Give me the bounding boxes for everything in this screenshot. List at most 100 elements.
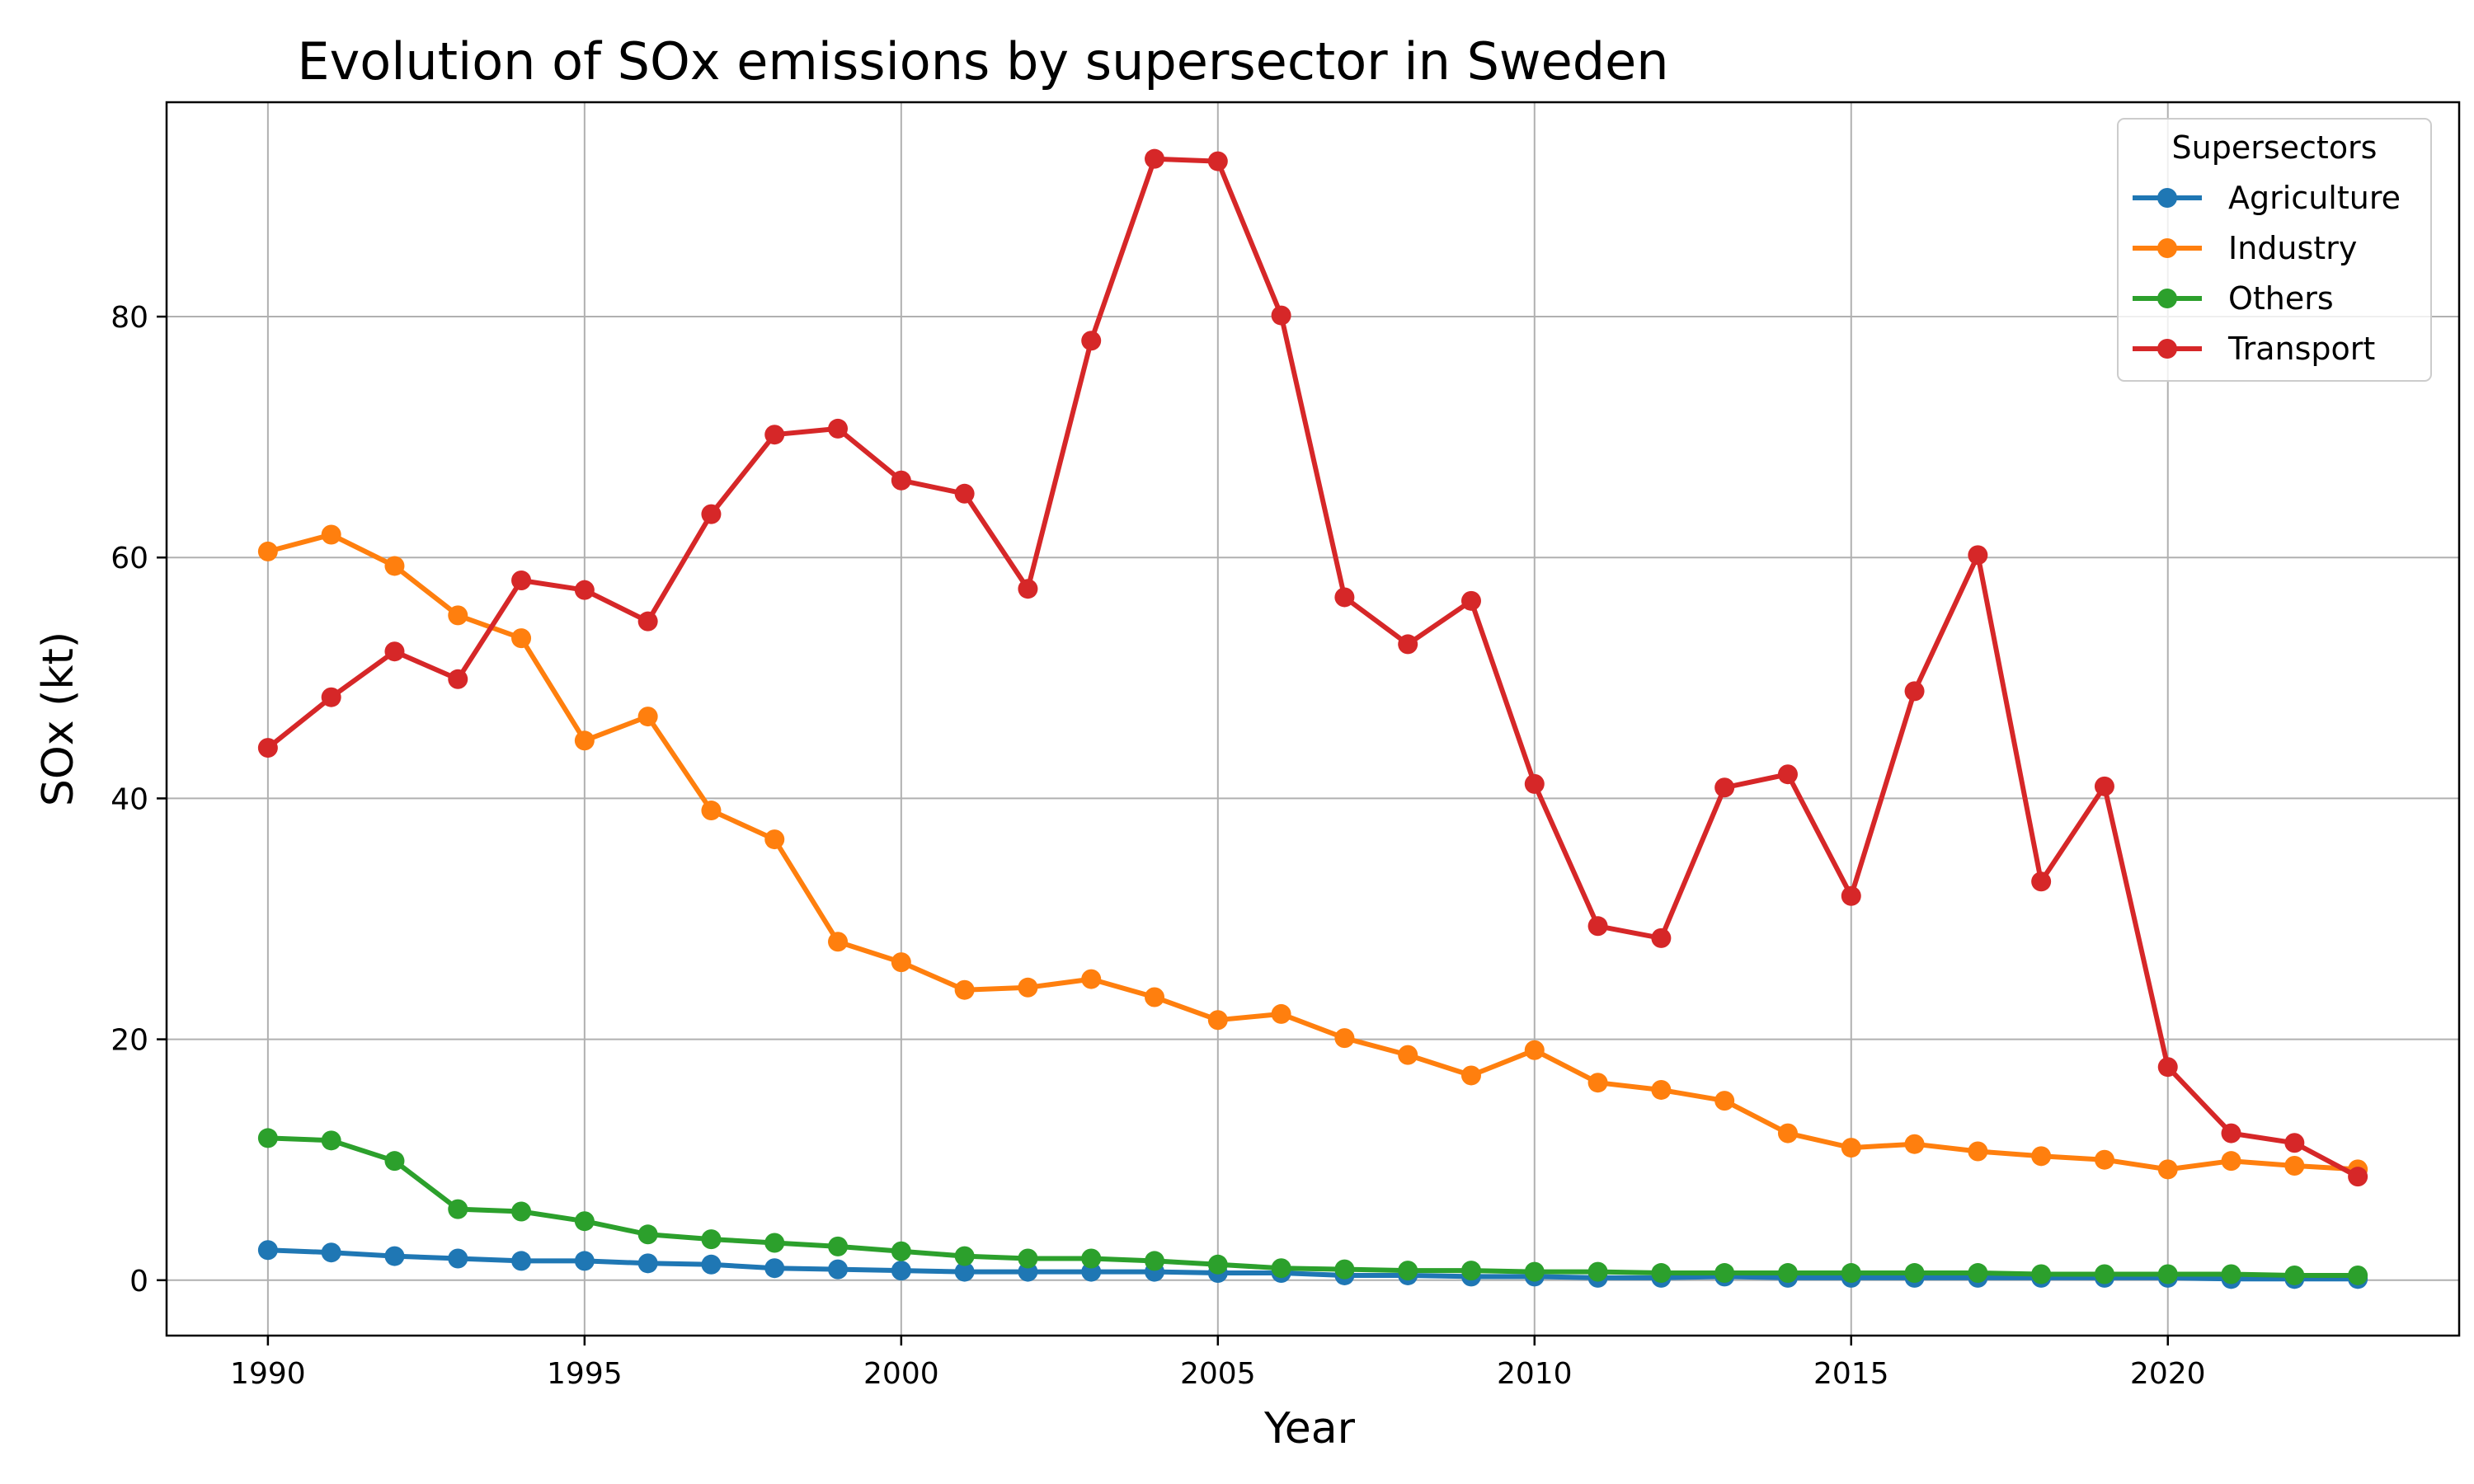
data-point-transport — [2284, 1133, 2305, 1153]
data-point-others — [1081, 1248, 1102, 1269]
legend-item-industry: Industry — [2133, 230, 2357, 266]
legend-frame — [2117, 118, 2432, 382]
data-point-industry — [1714, 1091, 1735, 1111]
data-point-transport — [701, 504, 722, 524]
data-point-others — [954, 1246, 975, 1266]
data-point-industry — [1968, 1141, 1988, 1162]
data-point-industry — [511, 628, 532, 649]
data-point-agriculture — [637, 1253, 658, 1274]
data-point-industry — [2094, 1149, 2114, 1170]
plot-frame — [165, 101, 2461, 1337]
data-point-industry — [637, 707, 658, 727]
y-tick-label: 40 — [111, 782, 148, 816]
data-point-industry — [954, 979, 975, 1000]
x-axis-label: Year — [1263, 1404, 1356, 1453]
legend-label: Industry — [2228, 230, 2357, 266]
data-point-agriculture — [574, 1251, 595, 1271]
legend-swatch-marker — [2157, 289, 2177, 308]
data-point-industry — [2284, 1156, 2305, 1176]
data-point-agriculture — [257, 1240, 278, 1261]
data-point-transport — [2094, 776, 2114, 796]
data-point-others — [891, 1241, 911, 1261]
legend: Supersectors Agriculture Industry Others Tr… — [2117, 118, 2432, 382]
data-point-industry — [1651, 1079, 1672, 1100]
data-point-agriculture — [448, 1248, 468, 1269]
data-point-transport — [2157, 1057, 2178, 1078]
data-series — [257, 148, 2368, 1289]
y-axis-ticks: 0 20 40 60 80 — [111, 301, 167, 1298]
data-point-transport — [954, 483, 975, 504]
data-point-others — [448, 1199, 468, 1219]
data-point-others — [1968, 1263, 1988, 1284]
legend-label: Agriculture — [2228, 180, 2401, 216]
data-point-transport — [828, 418, 849, 439]
x-tick-label: 2015 — [1813, 1357, 1889, 1391]
x-tick-label: 2020 — [2130, 1357, 2206, 1391]
y-tick-label: 20 — [111, 1024, 148, 1058]
data-point-industry — [384, 556, 405, 576]
data-point-others — [1904, 1263, 1925, 1284]
data-point-others — [701, 1229, 722, 1250]
data-point-industry — [1777, 1123, 1798, 1144]
data-point-industry — [1587, 1073, 1608, 1093]
x-tick-label: 2000 — [863, 1357, 939, 1391]
data-point-others — [2221, 1264, 2241, 1284]
data-point-industry — [1398, 1045, 1418, 1065]
data-point-transport — [891, 470, 911, 491]
data-point-transport — [574, 580, 595, 600]
data-point-industry — [448, 605, 468, 626]
data-point-others — [1841, 1263, 1861, 1284]
data-point-agriculture — [384, 1246, 405, 1266]
data-point-transport — [764, 425, 785, 445]
x-axis-ticks: 1990 1995 2000 2005 2010 2015 2020 — [230, 1336, 2206, 1391]
gridlines — [167, 102, 2459, 1336]
data-point-industry — [1145, 987, 1165, 1007]
data-point-others — [2157, 1264, 2178, 1284]
data-point-others — [1018, 1248, 1038, 1269]
data-point-industry — [1841, 1138, 1861, 1158]
data-point-transport — [1904, 681, 1925, 702]
data-point-transport — [321, 687, 341, 707]
data-point-industry — [1460, 1065, 1481, 1086]
data-point-industry — [321, 524, 341, 545]
data-point-others — [828, 1236, 849, 1256]
x-tick-label: 1990 — [230, 1357, 306, 1391]
data-point-others — [384, 1151, 405, 1172]
series-transport — [257, 148, 2368, 1187]
legend-swatch-marker — [2157, 339, 2177, 359]
data-point-industry — [1018, 977, 1038, 998]
data-point-others — [1714, 1263, 1735, 1284]
data-point-transport — [1081, 331, 1102, 351]
data-point-others — [1777, 1263, 1798, 1284]
data-point-transport — [1714, 777, 1735, 798]
series-line-others — [267, 1135, 2359, 1278]
data-point-transport — [1207, 151, 1228, 171]
data-point-others — [1651, 1263, 1672, 1284]
data-point-transport — [2031, 871, 2052, 892]
data-point-others — [637, 1224, 658, 1245]
legend-label: Others — [2228, 280, 2334, 317]
series-others — [257, 1128, 2368, 1285]
data-point-agriculture — [828, 1259, 849, 1280]
legend-title: Supersectors — [2172, 129, 2378, 166]
data-point-others — [764, 1233, 785, 1253]
data-point-agriculture — [954, 1261, 975, 1282]
data-point-transport — [1398, 634, 1418, 655]
y-tick-label: 0 — [129, 1265, 148, 1298]
data-point-transport — [1145, 148, 1165, 169]
data-point-industry — [764, 829, 785, 850]
data-point-industry — [1207, 1010, 1228, 1031]
data-point-transport — [1968, 545, 1988, 566]
legend-item-others: Others — [2133, 280, 2334, 317]
legend-item-transport: Transport — [2133, 331, 2375, 367]
x-tick-label: 2010 — [1497, 1357, 1573, 1391]
data-point-agriculture — [891, 1261, 911, 1281]
data-point-others — [1524, 1261, 1545, 1282]
data-point-industry — [2157, 1159, 2178, 1180]
data-point-transport — [1018, 579, 1038, 599]
data-point-industry — [574, 730, 595, 751]
data-point-agriculture — [321, 1242, 341, 1263]
data-point-transport — [1651, 928, 1672, 948]
data-point-others — [321, 1130, 341, 1151]
data-point-industry — [1271, 1003, 1291, 1024]
